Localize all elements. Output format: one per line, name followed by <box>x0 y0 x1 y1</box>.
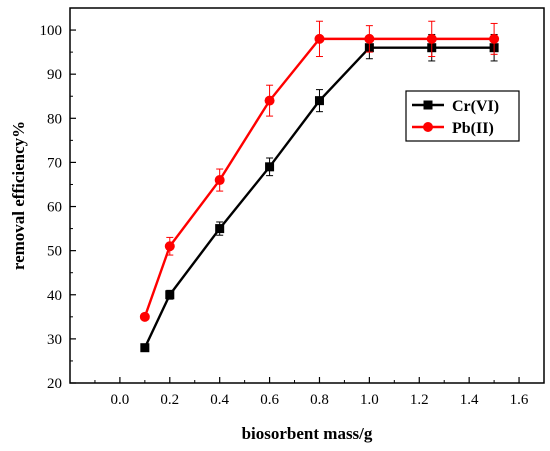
legend-marker <box>423 122 433 132</box>
axes: 0.0 0.2 0.4 0.6 0.8 1.0 1.2 1.4 1.6 20 30 40 50 60 70 8… <box>40 23 545 408</box>
plot-frame <box>69 7 545 384</box>
legend-box <box>405 90 520 142</box>
x-tick-label: 1.6 <box>510 392 529 408</box>
plot-area <box>139 20 500 353</box>
y-tick-label: 40 <box>47 288 62 304</box>
data-point <box>264 95 275 106</box>
data-point <box>265 162 275 172</box>
y-tick-label: 80 <box>47 111 62 127</box>
x-tick-label: 0.6 <box>260 392 279 408</box>
data-point <box>139 311 150 322</box>
data-point <box>364 33 375 44</box>
data-point <box>215 224 225 234</box>
y-tick-label: 60 <box>47 200 62 216</box>
x-tick-label: 0.4 <box>210 392 229 408</box>
data-point <box>140 343 150 353</box>
y-tick-label: 90 <box>47 67 62 83</box>
y-tick-label: 30 <box>47 332 62 348</box>
series-0 <box>140 33 499 353</box>
legend-label: Pb(II) <box>452 120 494 137</box>
data-point <box>426 33 437 44</box>
series-1 <box>139 20 500 322</box>
data-point <box>164 241 175 252</box>
data-point <box>314 96 324 106</box>
x-tick-label: 1.0 <box>360 392 379 408</box>
data-point <box>214 175 225 186</box>
series-line <box>143 46 495 349</box>
legend-label: Cr(VI) <box>452 98 499 115</box>
y-axis-title: removal efficiency% <box>9 121 28 270</box>
x-tick-label: 1.2 <box>410 392 429 408</box>
x-tick-label: 0.0 <box>111 392 130 408</box>
legend-marker <box>423 100 433 110</box>
y-tick-label: 70 <box>47 155 62 171</box>
data-point <box>489 33 500 44</box>
x-tick-label: 0.2 <box>160 392 179 408</box>
x-axis-title: biosorbent mass/g <box>242 424 373 443</box>
data-point <box>165 290 175 300</box>
y-tick-label: 50 <box>47 244 62 260</box>
data-point <box>314 33 325 44</box>
x-tick-label: 1.4 <box>460 392 479 408</box>
series-line <box>143 37 495 318</box>
legend: Cr(VI) Pb(II) <box>405 90 520 142</box>
y-tick-label: 100 <box>40 23 63 39</box>
y-tick-label: 20 <box>47 376 62 392</box>
x-tick-label: 0.8 <box>310 392 329 408</box>
